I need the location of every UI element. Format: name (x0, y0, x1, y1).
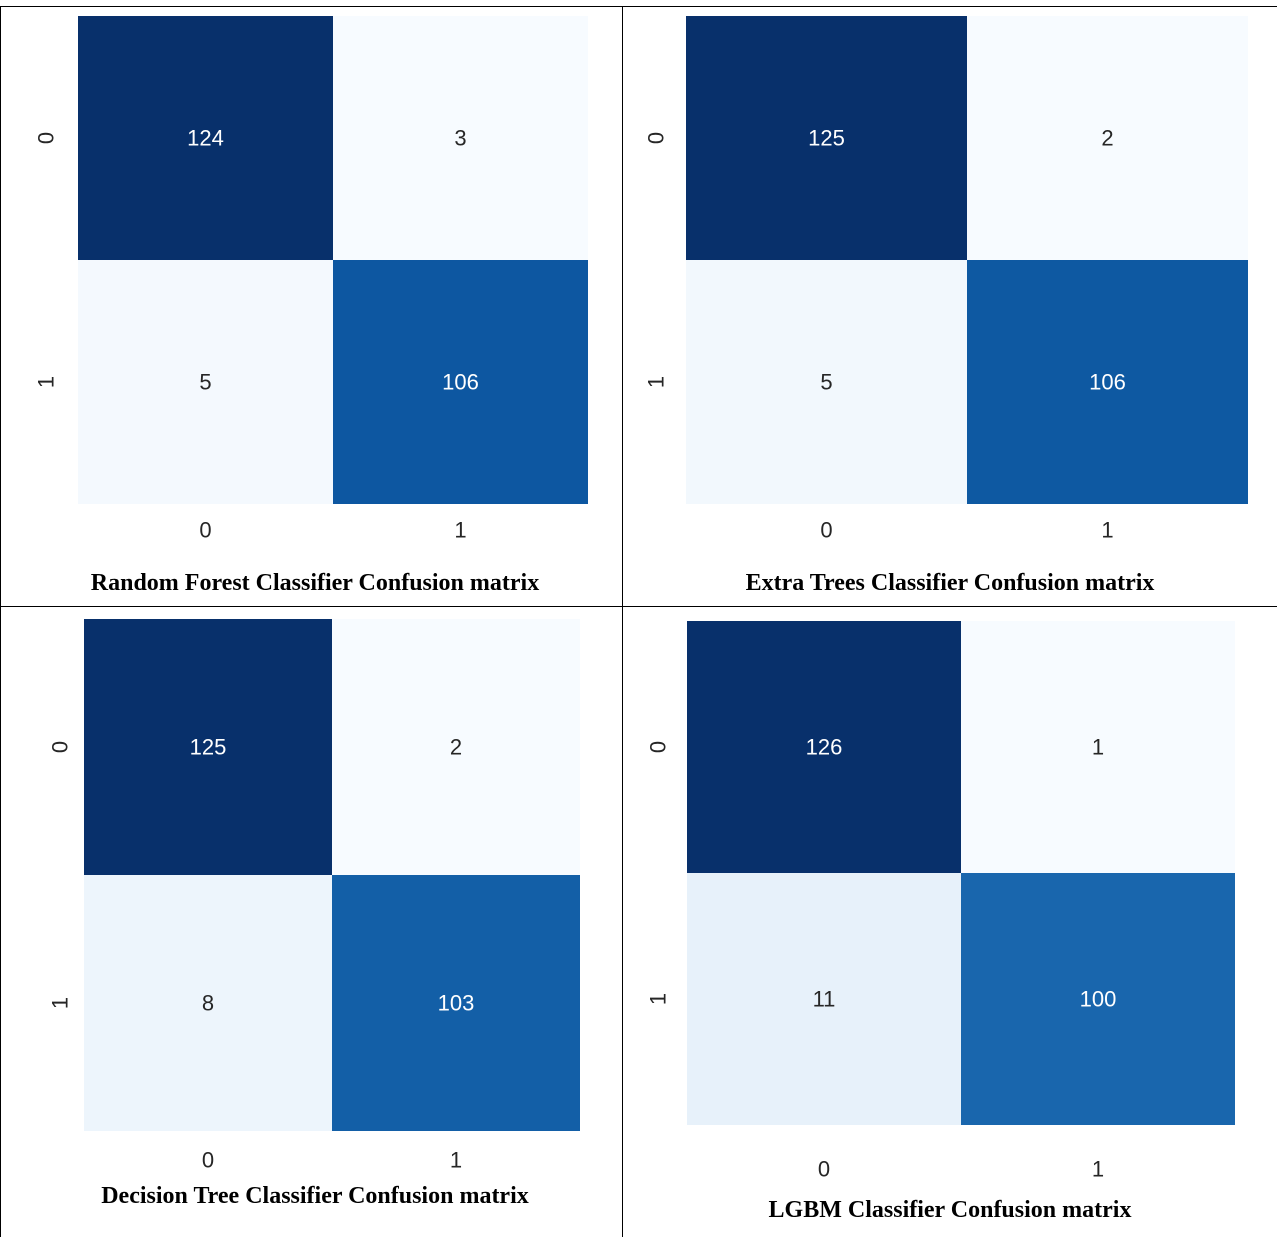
heatmap-cell-label-0-1: 2 (1101, 126, 1113, 151)
y-tick-label-1: 1 (646, 993, 671, 1005)
x-tick-label-0: 0 (199, 518, 211, 543)
heatmap-cell-0-1 (961, 621, 1235, 873)
chart-panel-extra-trees: 125 2 5 106 0 1 0 1 Extra Trees Classifier Conf… (623, 0, 1277, 606)
y-tick-label-1: 1 (34, 376, 59, 388)
chart-panel-decision-tree: 125 2 8 103 0 1 0 1 Decision Tree Classifier Co… (0, 607, 622, 1237)
heatmap-cell-label-0-1: 1 (1092, 735, 1104, 760)
heatmap-cell-0-1 (332, 619, 580, 875)
y-tick-label-1: 1 (644, 376, 669, 388)
heatmap-cell-1-1 (961, 873, 1235, 1125)
heatmap-cell-1-1 (333, 260, 588, 504)
x-tick-label-1: 1 (454, 518, 466, 543)
heatmap-cell-label-1-1: 106 (442, 370, 479, 395)
x-tick-label-1: 1 (450, 1148, 462, 1173)
heatmap-cell-1-0 (686, 260, 967, 504)
heatmap-cell-label-1-1: 103 (438, 991, 475, 1016)
heatmap-random-forest: 124 3 5 106 0 1 0 1 (34, 16, 588, 543)
heatmap-cell-0-0 (78, 16, 333, 260)
x-tick-label-0: 0 (820, 518, 832, 543)
heatmap-cell-label-1-0: 11 (813, 987, 836, 1012)
heatmap-cell-label-1-1: 100 (1080, 987, 1117, 1012)
x-tick-label-1: 1 (1092, 1157, 1104, 1182)
heatmap-cell-1-0 (687, 873, 961, 1125)
heatmap-cell-1-0 (78, 260, 333, 504)
chart-panel-lgbm: 126 1 11 100 0 1 0 1 LGBM Classifier Confusion … (623, 607, 1277, 1237)
heatmap-cell-label-0-1: 3 (454, 126, 466, 151)
heatmap-cell-label-0-0: 125 (190, 735, 227, 760)
heatmap-cell-label-0-1: 2 (450, 735, 462, 760)
chart-title-random-forest: Random Forest Classifier Confusion matri… (90, 570, 540, 596)
chart-title-lgbm: LGBM Classifier Confusion matrix (768, 1197, 1132, 1223)
heatmap-cell-label-1-0: 8 (202, 991, 214, 1016)
chart-panel-random-forest: 124 3 5 106 0 1 0 1 Random Forest Classifier Co… (0, 0, 622, 606)
heatmap-cell-label-0-0: 125 (808, 126, 845, 151)
heatmap-cell-label-1-0: 5 (820, 370, 832, 395)
heatmap-cell-1-0 (84, 875, 332, 1131)
x-tick-label-0: 0 (202, 1148, 214, 1173)
y-tick-label-0: 0 (644, 132, 669, 144)
table-border-left (0, 6, 1, 1237)
heatmap-cell-1-1 (332, 875, 580, 1131)
heatmap-cell-0-1 (967, 16, 1248, 260)
chart-title-decision-tree: Decision Tree Classifier Confusion matri… (101, 1183, 529, 1209)
y-tick-label-0: 0 (646, 741, 671, 753)
heatmap-cell-1-1 (967, 260, 1248, 504)
heatmap-cell-0-0 (84, 619, 332, 875)
y-tick-label-1: 1 (48, 997, 73, 1009)
heatmap-cell-label-1-0: 5 (199, 370, 211, 395)
table-border-top (0, 6, 1277, 7)
heatmap-cell-0-0 (687, 621, 961, 873)
heatmap-decision-tree: 125 2 8 103 0 1 0 1 (48, 619, 580, 1173)
heatmap-cell-label-0-0: 124 (187, 126, 224, 151)
y-tick-label-0: 0 (48, 741, 73, 753)
x-tick-label-1: 1 (1101, 518, 1113, 543)
chart-title-extra-trees: Extra Trees Classifier Confusion matrix (745, 570, 1155, 596)
heatmap-cell-label-0-0: 126 (806, 735, 843, 760)
heatmap-cell-label-1-1: 106 (1089, 370, 1126, 395)
y-tick-label-0: 0 (34, 132, 59, 144)
table-border-middle (0, 606, 1277, 607)
heatmap-cell-0-0 (686, 16, 967, 260)
table-border-center (622, 6, 623, 1237)
x-tick-label-0: 0 (818, 1157, 830, 1182)
heatmap-extra-trees: 125 2 5 106 0 1 0 1 (644, 16, 1248, 543)
heatmap-cell-0-1 (333, 16, 588, 260)
